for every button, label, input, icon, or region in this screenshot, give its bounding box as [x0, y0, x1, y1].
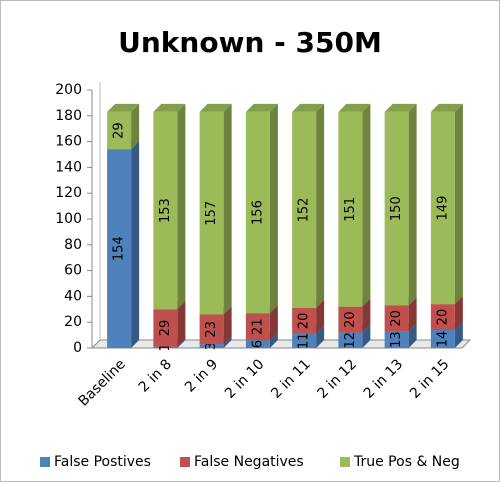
bar [430, 111, 455, 305]
value-label: 1 [158, 343, 173, 351]
value-label: 11 [297, 333, 312, 350]
bar-side [223, 103, 232, 315]
y-tick-label: 200 [55, 82, 82, 98]
y-tick-label: 40 [64, 288, 82, 304]
bar [107, 111, 132, 150]
value-label: 151 [343, 197, 358, 222]
value-label: 29 [158, 320, 173, 337]
bar [338, 111, 363, 307]
bar-side [177, 103, 186, 310]
bar [430, 304, 455, 330]
bar-top [384, 103, 417, 112]
bar-side [408, 323, 417, 348]
bar [153, 111, 178, 310]
bar-top [292, 103, 325, 112]
bar-side [223, 306, 232, 345]
bar [292, 333, 317, 348]
y-tick-label: 160 [55, 134, 82, 150]
bar-top [199, 103, 232, 112]
y-tick-label: 0 [73, 340, 82, 356]
value-label: 23 [204, 321, 219, 338]
bar [245, 111, 270, 314]
legend-swatch [180, 457, 190, 467]
value-label: 20 [435, 309, 450, 326]
bar-top [245, 103, 278, 112]
bar-side [131, 103, 140, 150]
y-tick-label: 80 [64, 237, 82, 253]
bar-side [177, 301, 186, 347]
bar-side [269, 332, 278, 348]
bar-top [430, 103, 463, 112]
bar-side [316, 103, 325, 309]
value-label: 150 [389, 196, 404, 221]
bar [199, 314, 224, 345]
value-label: 20 [343, 311, 358, 328]
bar-side [131, 141, 140, 348]
value-label: 13 [389, 331, 404, 348]
y-tick-label: 60 [64, 263, 82, 279]
bar [384, 305, 409, 332]
y-tick-label: 140 [55, 159, 82, 175]
value-label: 153 [158, 198, 173, 223]
value-label: 12 [343, 332, 358, 349]
y-tick-label: 20 [64, 314, 82, 330]
bar-side [269, 103, 278, 314]
bar [384, 111, 409, 306]
legend-label: False Negatives [194, 454, 304, 470]
value-label: 14 [435, 331, 450, 348]
bar [199, 344, 224, 348]
bar-side [362, 103, 371, 307]
bar-top [153, 103, 186, 112]
value-label: 21 [250, 318, 265, 335]
bar-side [454, 296, 463, 330]
value-label: 149 [435, 196, 450, 221]
bar-side [223, 336, 232, 348]
bar [153, 309, 178, 347]
bar [245, 340, 270, 348]
y-tick-label: 120 [55, 185, 82, 201]
value-label: 154 [112, 236, 127, 261]
bar-side [316, 325, 325, 348]
bar [245, 313, 270, 341]
bar [153, 346, 178, 348]
bar [430, 329, 455, 348]
bar-side [269, 305, 278, 341]
bar-side [454, 321, 463, 348]
bar-side [408, 297, 417, 332]
value-label: 3 [204, 342, 219, 350]
bar [292, 111, 317, 309]
bar-side [362, 324, 371, 348]
bar [199, 111, 224, 315]
legend-swatch [40, 457, 50, 467]
legend-label: True Pos & Neg [353, 454, 460, 470]
bar-side [177, 338, 186, 348]
bar [338, 306, 363, 333]
bar-top [338, 103, 371, 112]
value-label: 29 [112, 122, 127, 139]
value-label: 20 [389, 310, 404, 327]
bar [384, 331, 409, 348]
value-label: 157 [204, 201, 219, 226]
value-label: 20 [297, 313, 312, 330]
legend-label: False Postives [54, 454, 151, 470]
legend-swatch [340, 457, 350, 467]
value-label: 156 [250, 200, 265, 225]
value-label: 6 [250, 340, 265, 348]
bar-side [362, 298, 371, 333]
y-tick-label: 100 [55, 211, 82, 227]
bar-side [316, 300, 325, 334]
bar [107, 149, 132, 348]
bar [292, 308, 317, 334]
bar-top [107, 103, 140, 112]
bar [338, 332, 363, 348]
value-label: 152 [297, 198, 312, 223]
y-tick-label: 180 [55, 108, 82, 124]
chart-title: Unknown - 350M [118, 26, 382, 59]
bar-side [408, 103, 417, 306]
bar-side [454, 103, 463, 305]
